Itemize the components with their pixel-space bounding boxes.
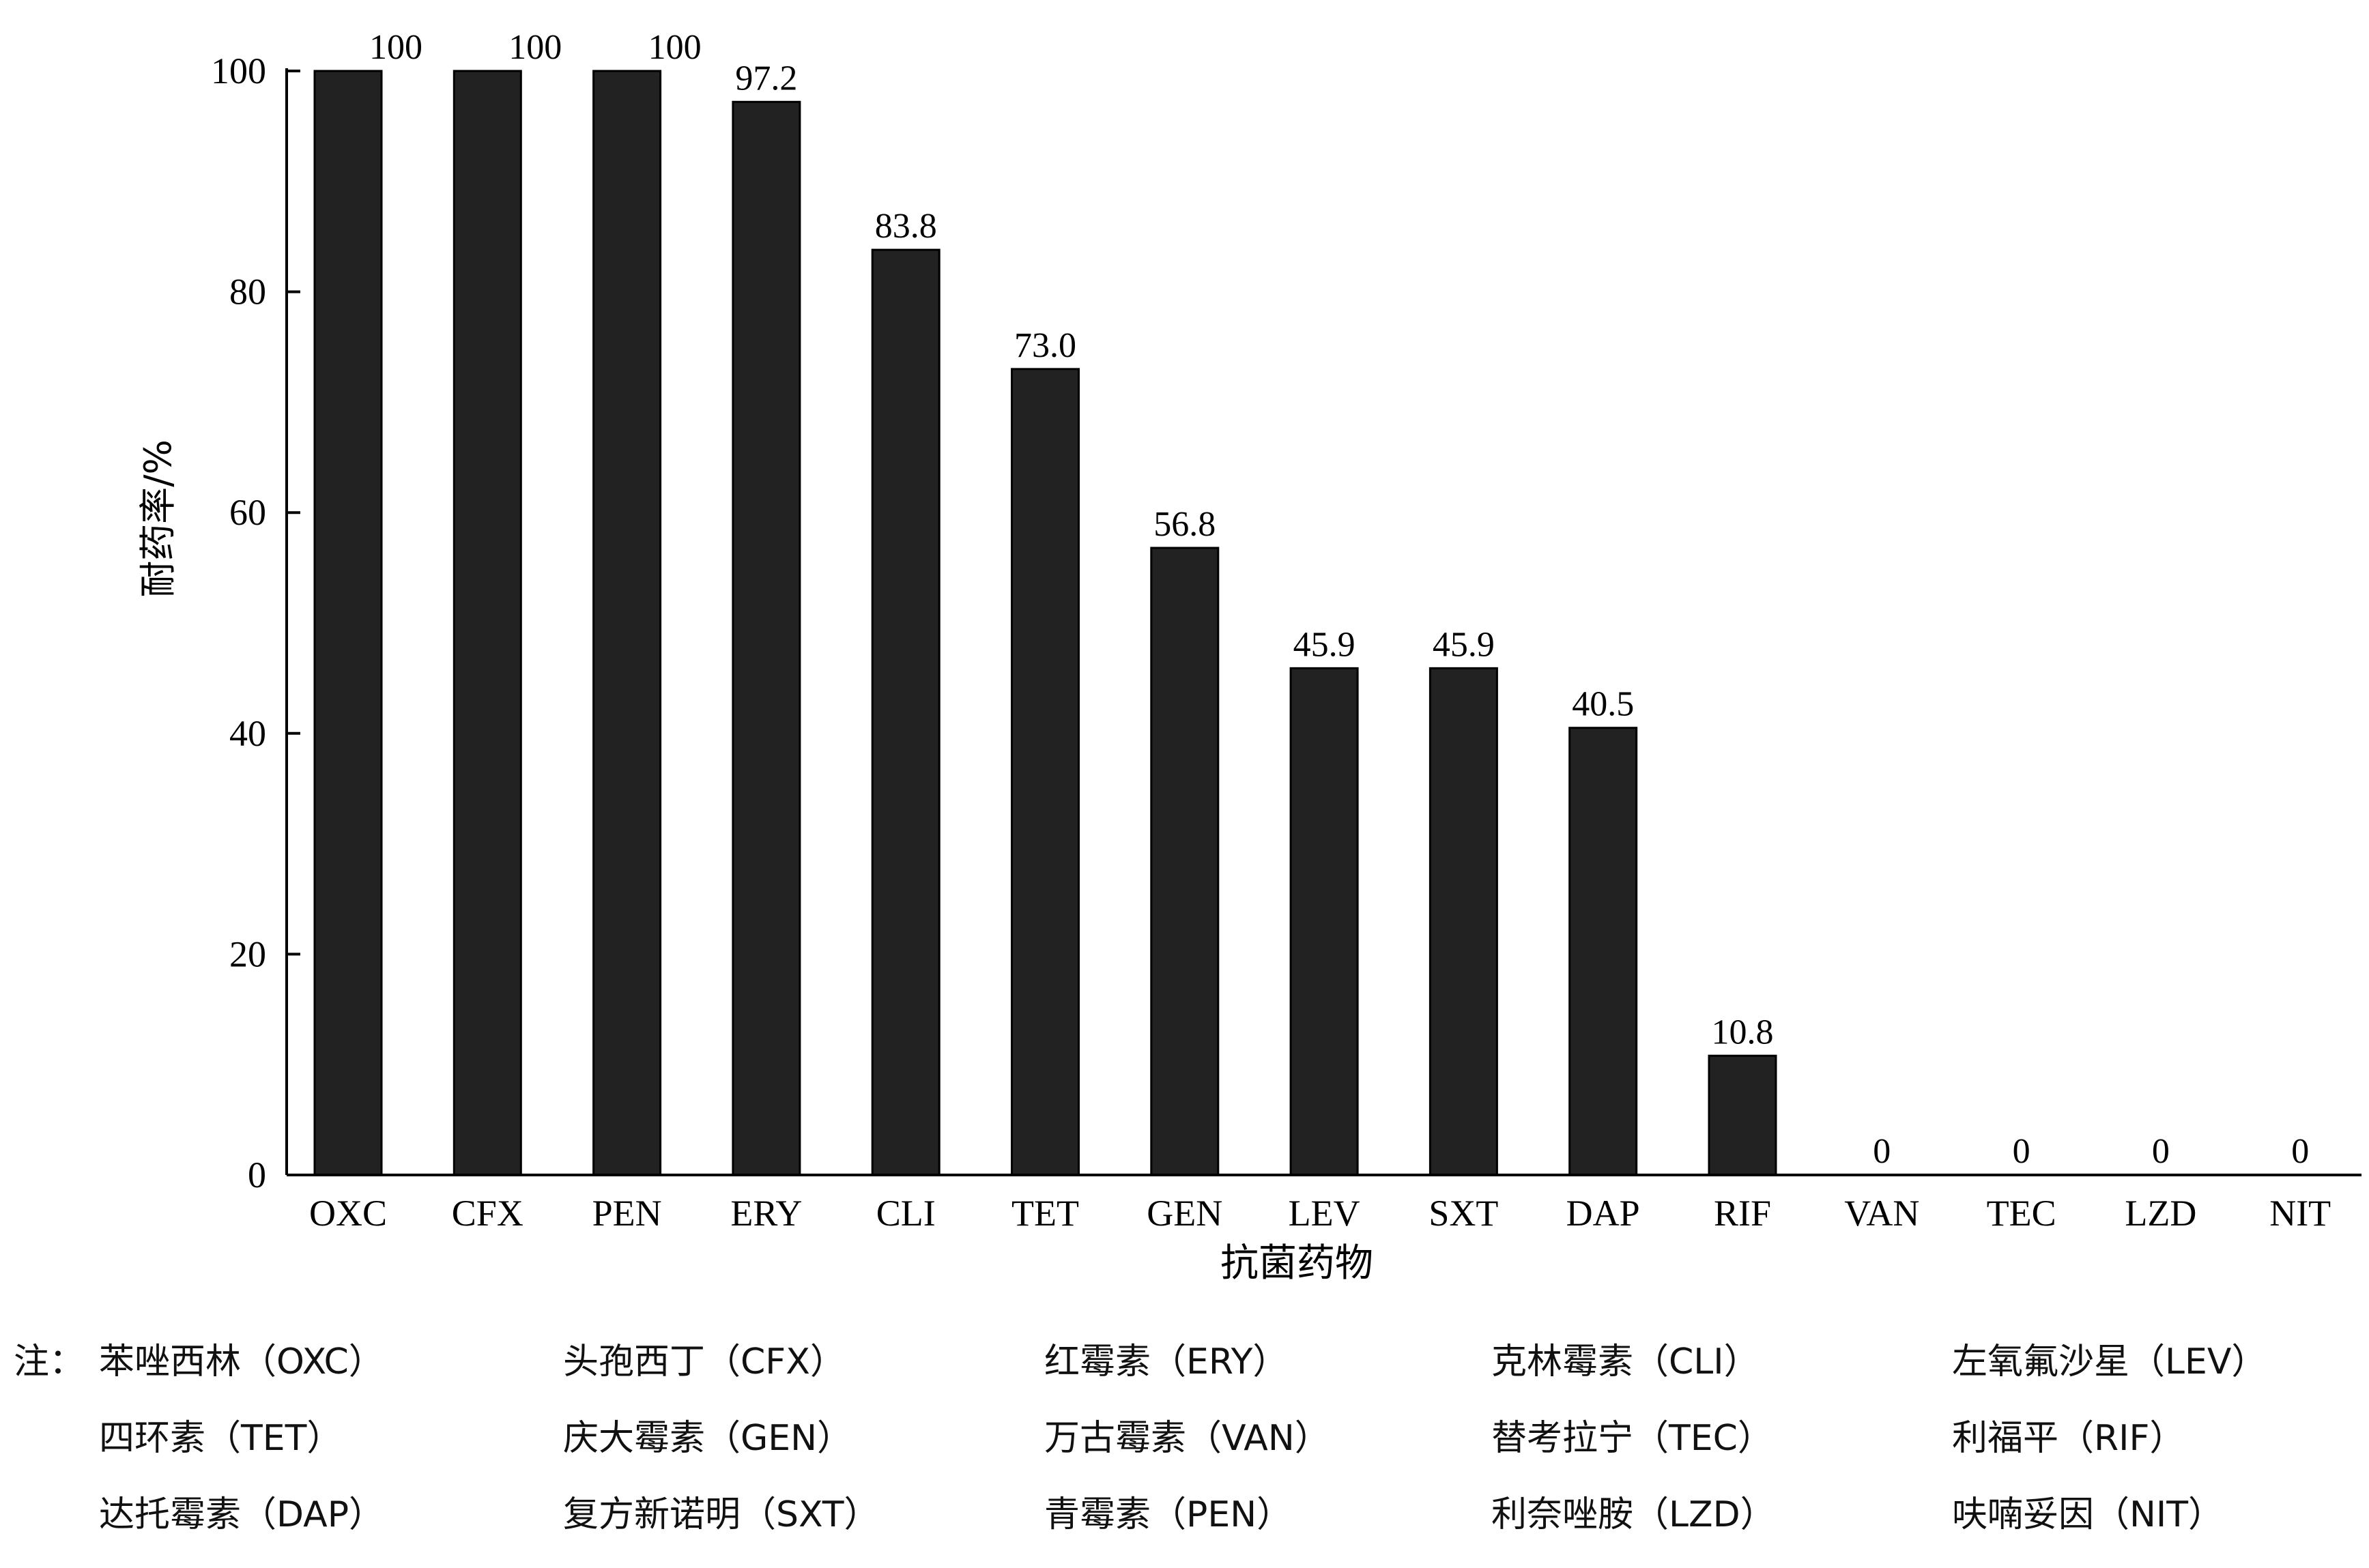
bar-lev	[1289, 667, 1359, 1176]
value-label-tet: 73.0	[1014, 326, 1076, 365]
bar-ery	[732, 100, 801, 1176]
x-tick-label-dap: DAP	[1566, 1193, 1640, 1234]
x-tick-label-lev: LEV	[1289, 1193, 1360, 1234]
x-tick-label-gen: GEN	[1147, 1193, 1222, 1234]
y-tick-label-80: 80	[229, 272, 266, 313]
abbreviation-notes: 注： 苯唑西林（OXC） 头孢西丁（CFX） 红霉素（ERY） 克林霉素（CLI） 左氧…	[0, 1324, 2369, 1556]
note-entry: 四环素（TET）	[99, 1418, 343, 1459]
bar-tet	[1011, 368, 1080, 1176]
x-tick-label-nit: NIT	[2269, 1193, 2331, 1234]
bar-sxt	[1428, 667, 1498, 1176]
y-tick-label-60: 60	[229, 492, 266, 533]
x-tick-label-ery: ERY	[730, 1193, 802, 1234]
x-tick-label-cli: CLI	[876, 1193, 936, 1234]
value-label-pen: 100	[648, 28, 702, 67]
x-tick-label-lzd: LZD	[2125, 1193, 2196, 1234]
bar-rif	[1708, 1054, 1777, 1176]
bar-cli	[871, 248, 941, 1176]
bars-group	[313, 70, 1777, 1176]
resistance-rate-bar-chart: 100 100 100 97.2 83.8 73.0 56.8 45.9 45.9 40.5 10.…	[137, 28, 2361, 1286]
x-tick-label-sxt: SXT	[1428, 1193, 1498, 1234]
note-entry: 替考拉宁（TEC）	[1491, 1418, 1773, 1459]
value-label-lev: 45.9	[1293, 625, 1355, 664]
value-label-cfx: 100	[508, 28, 562, 67]
x-tick-label-rif: RIF	[1714, 1193, 1771, 1234]
x-axis: OXC CFX PEN ERY CLI TET GEN LEV SXT DAP RIF VAN TEC L…	[287, 1174, 2361, 1234]
value-label-van: 0	[1873, 1132, 1891, 1171]
note-entry: 万古霉素（VAN）	[1044, 1418, 1330, 1459]
x-tick-label-oxc: OXC	[309, 1193, 387, 1234]
x-tick-label-tet: TET	[1011, 1193, 1079, 1234]
note-entry: 达托霉素（DAP）	[99, 1494, 385, 1535]
x-tick-label-pen: PEN	[592, 1193, 662, 1234]
note-entry: 苯唑西林（OXC）	[99, 1341, 384, 1382]
y-tick-label-0: 0	[248, 1155, 266, 1195]
bar-cfx	[453, 70, 522, 1176]
value-label-tec: 0	[2013, 1132, 2030, 1171]
value-label-oxc: 100	[369, 28, 422, 67]
note-entry: 利奈唑胺（LZD）	[1491, 1494, 1776, 1535]
x-tick-label-van: VAN	[1844, 1193, 1919, 1234]
note-entry: 庆大霉素（GEN）	[563, 1418, 853, 1459]
note-entry: 克林霉素（CLI）	[1491, 1341, 1760, 1382]
note-entry: 复方新诺明（SXT）	[563, 1494, 880, 1535]
note-entry: 左氧氟沙星（LEV）	[1952, 1341, 2267, 1382]
bar-oxc	[313, 70, 383, 1176]
note-entry: 利福平（RIF）	[1952, 1418, 2185, 1459]
bar-dap	[1568, 727, 1638, 1176]
value-label-dap: 40.5	[1572, 685, 1634, 724]
bar-gen	[1150, 547, 1220, 1176]
value-label-lzd: 0	[2152, 1132, 2170, 1171]
note-entry: 红霉素（ERY）	[1044, 1341, 1289, 1382]
notes-prefix: 注：	[14, 1341, 85, 1382]
y-tick-label-100: 100	[211, 50, 266, 91]
value-label-sxt: 45.9	[1433, 625, 1495, 664]
y-tick-label-40: 40	[229, 713, 266, 754]
note-entry: 青霉素（PEN）	[1044, 1494, 1293, 1535]
y-axis: 0 20 40 60 80 100	[211, 50, 300, 1195]
y-tick-label-20: 20	[229, 933, 266, 974]
bar-pen	[592, 70, 662, 1176]
value-label-nit: 0	[2291, 1132, 2309, 1171]
note-entry: 头孢西丁（CFX）	[563, 1341, 846, 1382]
x-tick-label-tec: TEC	[1987, 1193, 2056, 1234]
x-axis-title: 抗菌药物	[1220, 1241, 1373, 1286]
y-axis-title: 耐药率/%	[137, 439, 180, 598]
x-tick-label-cfx: CFX	[452, 1193, 523, 1234]
value-label-ery: 97.2	[735, 59, 797, 98]
value-labels-group: 100 100 100 97.2 83.8 73.0 56.8 45.9 45.9 40.5 10.…	[369, 28, 2309, 1171]
value-label-rif: 10.8	[1712, 1013, 1774, 1051]
note-entry: 呋喃妥因（NIT）	[1952, 1494, 2224, 1535]
value-label-cli: 83.8	[875, 207, 937, 246]
value-label-gen: 56.8	[1153, 505, 1216, 544]
